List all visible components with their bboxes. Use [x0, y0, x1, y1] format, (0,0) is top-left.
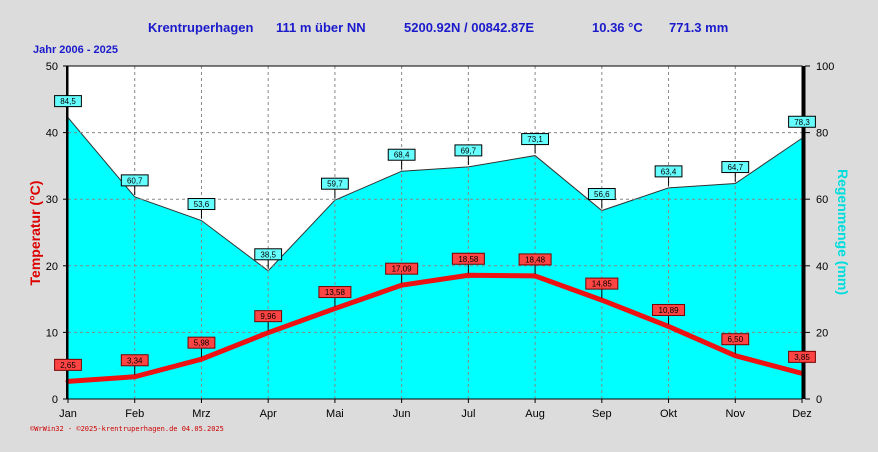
station-coordinates: 5200.92N / 00842.87E	[404, 20, 535, 35]
left-axis-tick-label: 40	[46, 128, 58, 140]
precipitation-area	[68, 117, 802, 400]
x-axis-tick-label: Jan	[59, 408, 77, 420]
precipitation-outline	[67, 117, 803, 272]
precipitation-data-label-box	[521, 133, 549, 146]
x-axis-tick-label: Mrz	[192, 408, 210, 420]
temperature-data-label: 18,48	[525, 255, 546, 264]
left-axis-tick-label: 30	[46, 194, 58, 206]
x-axis-tick-label: Nov	[725, 408, 745, 420]
temperature-data-label: 14,85	[592, 280, 613, 289]
temperature-data-label: 5,98	[194, 339, 210, 348]
precipitation-data-label: 64,7	[727, 163, 743, 172]
precipitation-data-label-box	[454, 144, 483, 157]
precipitation-data-label: 84,5	[60, 97, 76, 106]
x-axis-tick-label: Aug	[525, 408, 545, 420]
x-axis-tick-label: Jun	[393, 408, 411, 420]
temperature-data-label: 3,34	[127, 356, 143, 365]
x-axis-tick-label: Sep	[592, 408, 612, 420]
temperature-data-label: 17,09	[392, 265, 413, 274]
temperature-data-label: 13,58	[325, 288, 346, 297]
copyright-footer: ©WrWin32 - ©2025-krentruperhagen.de 04.0…	[30, 425, 224, 433]
temperature-data-label: 3,85	[794, 353, 810, 362]
precipitation-data-label: 78,3	[794, 118, 810, 127]
temperature-data-label-box	[187, 336, 216, 349]
temperature-data-label-box	[120, 354, 149, 367]
precipitation-data-label-box	[187, 198, 216, 211]
right-axis-tick-label: 0	[816, 394, 822, 406]
left-axis-tick-label: 10	[46, 327, 58, 339]
temperature-data-label-box	[54, 358, 82, 371]
left-axis-title: Temperatur (°C)	[27, 181, 43, 286]
precipitation-data-label: 60,7	[127, 176, 143, 185]
temperature-data-label-box	[254, 310, 283, 323]
precipitation-data-label-box	[721, 161, 750, 174]
temperature-data-label-box	[788, 350, 816, 363]
left-axis-tick-label: 20	[46, 261, 58, 273]
right-axis-tick-label: 40	[816, 261, 828, 273]
temperature-data-label: 18,58	[458, 255, 479, 264]
precipitation-data-label: 73,1	[527, 135, 543, 144]
precipitation-data-label-box	[788, 115, 816, 128]
right-axis-tick-label: 20	[816, 327, 828, 339]
precipitation-data-label-box	[254, 248, 283, 261]
precipitation-data-label: 68,4	[394, 151, 410, 160]
period-label: Jahr 2006 - 2025	[33, 44, 119, 56]
x-axis-tick-label: Okt	[660, 408, 677, 420]
right-axis-title: Regenmenge (mm)	[835, 169, 851, 295]
x-axis-tick-label: Apr	[260, 408, 277, 420]
right-axis-tick-label: 80	[816, 128, 828, 140]
precipitation-data-label: 53,6	[194, 200, 210, 209]
temperature-data-label: 10,89	[659, 306, 680, 315]
temperature-data-label-box	[518, 253, 552, 266]
annual-precipitation-total: 771.3 mm	[669, 20, 729, 35]
precipitation-data-label-box	[654, 165, 683, 178]
temperature-data-label-box	[451, 252, 485, 265]
precipitation-data-label: 59,7	[327, 180, 343, 189]
precipitation-data-label-box	[321, 177, 349, 190]
precipitation-data-label-box	[54, 95, 82, 108]
precipitation-data-label-box	[387, 148, 416, 161]
x-axis-tick-label: Dez	[792, 408, 812, 420]
precipitation-data-label: 63,4	[661, 167, 677, 176]
annual-mean-temperature: 10.36 °C	[592, 20, 643, 35]
temperature-data-label: 9,96	[260, 312, 276, 321]
temperature-data-label-box	[385, 262, 419, 275]
x-axis-tick-label: Feb	[125, 408, 144, 420]
precipitation-data-label: 56,6	[594, 190, 610, 199]
temperature-data-label-box	[721, 333, 750, 346]
precipitation-data-label: 69,7	[461, 146, 477, 155]
temperature-data-label-box	[318, 286, 352, 299]
right-axis-tick-label: 60	[816, 194, 828, 206]
temperature-data-label: 2,65	[60, 361, 76, 370]
precipitation-data-label: 38,5	[260, 250, 276, 259]
x-axis-tick-label: Mai	[326, 408, 344, 420]
left-axis-tick-label: 0	[52, 394, 58, 406]
precipitation-data-label-box	[120, 174, 149, 187]
temperature-data-label-box	[585, 277, 619, 290]
temperature-line	[65, 272, 805, 384]
station-name: Krentruperhagen	[148, 20, 254, 35]
station-altitude: 111 m über NN	[276, 20, 366, 35]
x-axis-tick-label: Jul	[461, 408, 475, 420]
temperature-data-label-box	[652, 303, 686, 316]
precipitation-data-label-box	[587, 188, 616, 201]
left-axis-tick-label: 50	[46, 61, 58, 73]
temperature-data-label: 6,50	[727, 335, 743, 344]
right-axis-tick-label: 100	[816, 61, 834, 73]
